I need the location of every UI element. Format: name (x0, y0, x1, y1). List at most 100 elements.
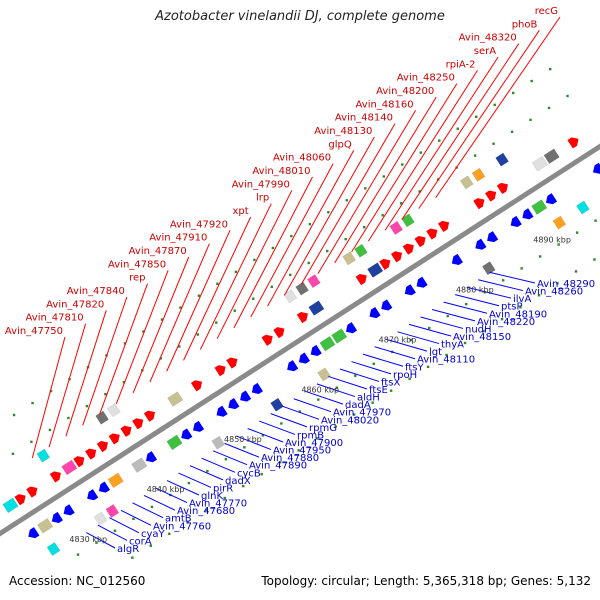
track-dot (196, 333, 199, 336)
bottom-gene-label: rpoH (393, 370, 417, 381)
bottom-leader-line (328, 375, 368, 390)
tick-label: 4890 kbp (533, 236, 571, 245)
track-dot (242, 484, 245, 488)
reverse-gene (475, 238, 487, 250)
forward-gene (426, 228, 438, 240)
track-dot (519, 306, 522, 309)
track-dot (418, 190, 421, 193)
track-dot (547, 106, 551, 110)
top-leader-line (334, 96, 437, 264)
top-gene-label: Avin_47810 (26, 313, 84, 324)
track-dot (252, 297, 255, 300)
bottom-leader-line (189, 465, 224, 481)
reverse-gene (545, 193, 558, 205)
bottom-leader-line (270, 413, 308, 428)
track-dot (297, 449, 300, 452)
upper-track-box (389, 220, 404, 235)
tick-label: 4840 kbp (147, 485, 185, 494)
lower-track-box (93, 511, 108, 526)
lower-track-box (317, 367, 331, 382)
top-gene-label: Avin_47870 (129, 246, 187, 257)
track-dot (186, 520, 189, 524)
bottom-leader-line (374, 346, 416, 360)
track-dot (556, 282, 559, 285)
track-dots (11, 67, 597, 559)
track-dot (344, 237, 347, 241)
track-dot (142, 330, 145, 333)
track-dot (473, 154, 477, 157)
top-leader-line (401, 43, 520, 220)
bottom-gene-label: Avin_47970 (333, 408, 391, 419)
track-dot (456, 127, 459, 130)
top-leader-line (435, 16, 561, 199)
bottom-leader-line (443, 301, 488, 314)
bottom-leader-line (143, 494, 176, 511)
forward-gene (214, 365, 226, 377)
forward-gene (14, 494, 26, 506)
track-dot (501, 279, 505, 282)
track-dot (372, 362, 375, 366)
track-dot (335, 386, 338, 389)
leader-lines (31, 16, 561, 549)
forward-gene (414, 236, 426, 248)
tick-layer: 4830 kbp 4840 kbp 4850 kbp 4860 kbp 4870 kbp… (69, 236, 571, 544)
bottom-leader-line (293, 398, 332, 413)
track-dot (159, 357, 163, 360)
track-dot (529, 118, 532, 122)
top-leader-line (65, 310, 107, 437)
top-gene-label: Avin_48010 (252, 166, 310, 177)
bottom-leader-line (166, 480, 200, 496)
track-dot (95, 541, 98, 544)
top-gene-label: serA (474, 46, 496, 57)
track-dot (289, 273, 292, 277)
tick-label: 4870 kbp (379, 335, 417, 344)
forward-rna-box (531, 156, 548, 172)
bottom-leader-line (235, 435, 272, 451)
reverse-gene (251, 382, 263, 394)
track-dot (122, 381, 126, 384)
bottom-gene-label: glnK (201, 491, 223, 502)
bottom-gene-label: rpmG (309, 423, 337, 434)
top-leader-line (132, 256, 190, 394)
bottom-leader-line (362, 353, 404, 367)
reverse-gene (63, 504, 75, 516)
bottom-gene-label: Avin_48260 (525, 287, 583, 298)
top-leader-line (166, 230, 231, 372)
forward-gene (296, 311, 308, 324)
reverse-gene (369, 306, 381, 319)
reverse-gene (145, 451, 158, 463)
track-dot (362, 225, 366, 229)
track-dot (593, 258, 596, 261)
bottom-leader-line (385, 338, 428, 352)
forward-gene (49, 471, 61, 483)
top-gene-label: rpiA-2 (446, 59, 476, 70)
top-gene-label: Avin_47750 (5, 326, 63, 337)
label-layer: recG phoB Avin_48320 serA rpiA-2 Avin_48250 Av… (5, 6, 595, 555)
bottom-gene-label: Avin_48290 (537, 279, 595, 290)
top-gene-label: Avin_48060 (273, 153, 331, 164)
track-dot (334, 425, 337, 428)
bottom-gene-label: ilvA (513, 294, 531, 305)
track-dot (31, 401, 34, 405)
top-leader-line (199, 203, 272, 350)
upper-track-box (342, 251, 356, 266)
forward-gene (226, 357, 238, 369)
bottom-gene-label: cycB (237, 468, 261, 479)
reverse-gene (181, 428, 193, 440)
bottom-leader-line (120, 509, 152, 526)
track-dot (530, 79, 533, 83)
track-dot (352, 413, 356, 416)
reverse-rna-box (531, 199, 548, 215)
track-dot (270, 285, 273, 289)
bottom-leader-line (397, 331, 440, 345)
bottom-leader-line (224, 442, 260, 458)
top-gene-label: Avin_48160 (356, 99, 414, 110)
top-leader-line (149, 243, 210, 383)
lower-track-box (46, 542, 61, 556)
track-dot (290, 234, 293, 238)
bottom-gene-label: algR (117, 544, 139, 555)
lower-track-box (481, 261, 496, 276)
top-gene-label: xpt (232, 206, 248, 217)
bottom-gene-label: Avin_48150 (453, 332, 511, 343)
track-dot (234, 270, 238, 274)
